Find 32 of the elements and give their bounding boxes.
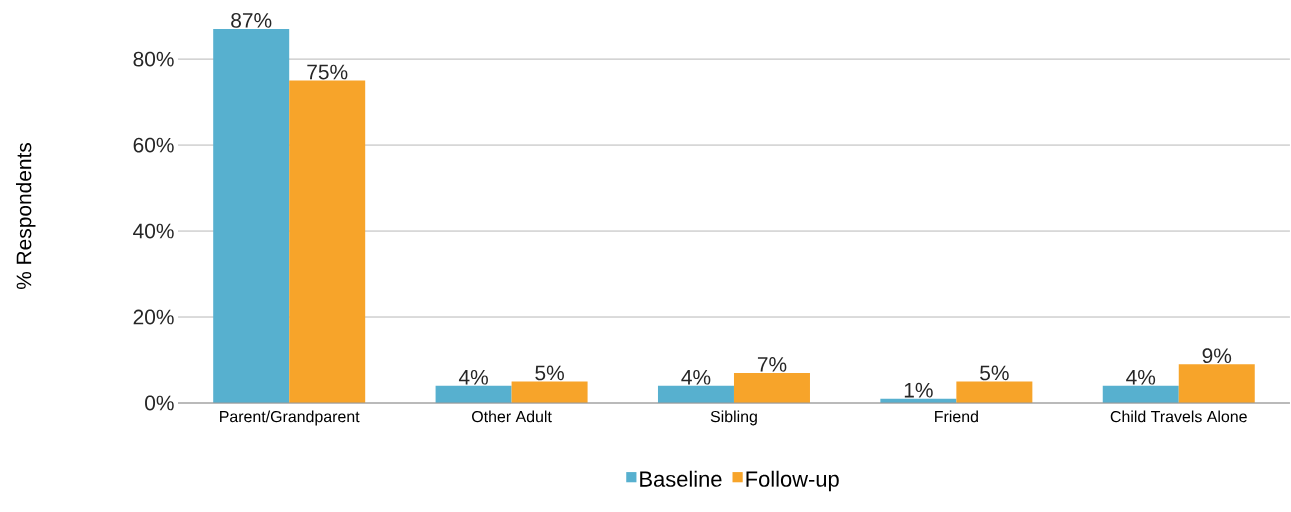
x-tick-label: Child Travels Alone [1110,410,1247,423]
x-tick-label: Friend [935,410,978,423]
y-tick-label: 80% [133,51,174,67]
y-tick-label: 60% [133,137,174,153]
bar [733,372,810,403]
x-tick-label: Parent/Grandparent [220,410,360,426]
data-label: 4% [681,369,711,385]
y-tick-label: 40% [133,223,174,239]
bar [289,80,366,403]
data-label: 7% [757,357,787,372]
bar [956,381,1033,403]
bar [1102,385,1179,403]
data-label: 5% [980,365,1009,381]
x-tick-label: Other Adult [472,410,552,423]
bar [511,381,588,403]
bar [1178,364,1255,403]
data-label: 5% [535,365,564,381]
legend-label: Follow-up [746,470,839,492]
legend-label: Baseline [640,470,722,487]
x-tick-label: Sibling [710,410,757,426]
bar [213,29,290,403]
data-label: 75% [307,64,348,80]
bar [657,385,734,403]
data-label: 9% [1202,348,1232,364]
y-tick-label: 20% [133,309,174,325]
data-label: 4% [458,369,488,385]
data-label: 4% [1126,369,1156,385]
data-label: 87% [231,12,272,28]
y-tick-label: 0% [145,395,174,411]
bar [435,385,512,403]
data-label: 1% [904,382,933,398]
y-axis-title: % Respondents [15,142,36,290]
